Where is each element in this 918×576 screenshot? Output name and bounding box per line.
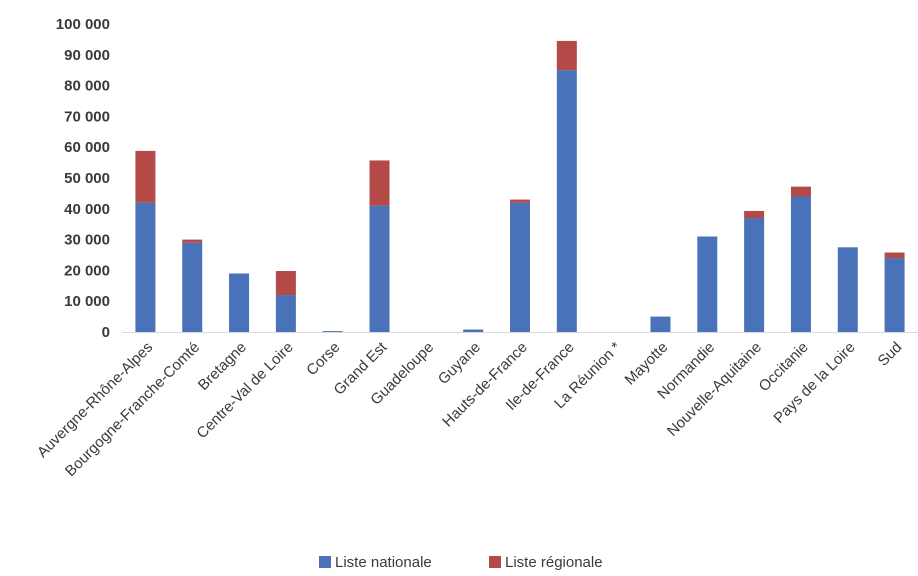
bar-liste-nationale <box>510 202 530 332</box>
bars <box>135 40 905 332</box>
x-tick-label: Hauts-de-France <box>439 339 531 431</box>
y-tick-label: 40 000 <box>64 201 110 218</box>
bar-liste-regionale <box>369 160 390 206</box>
bar-liste-nationale <box>182 242 203 332</box>
legend-swatch <box>489 556 501 568</box>
x-tick-label: Pays de la Loire <box>771 339 859 427</box>
y-tick-label: 70 000 <box>64 108 110 125</box>
legend-label: Liste nationale <box>335 554 432 571</box>
y-tick-label: 80 000 <box>64 78 110 95</box>
x-axis: Auvergne-Rhône-AlpesBourgogne-Franche-Co… <box>34 332 918 480</box>
legend: Liste nationale Liste régionale <box>319 554 603 571</box>
y-tick-label: 0 <box>102 324 110 341</box>
bar-liste-regionale <box>556 40 577 71</box>
bar-liste-nationale <box>463 329 484 332</box>
y-tick-label: 30 000 <box>64 232 110 249</box>
y-tick-label: 10 000 <box>64 293 110 310</box>
bar-liste-regionale <box>135 150 156 203</box>
bar-liste-nationale <box>697 236 718 332</box>
bar-liste-regionale <box>884 252 905 259</box>
y-axis: 0 10 000 20 000 30 000 40 000 50 000 60 000 70 … <box>56 16 110 341</box>
bar-liste-nationale <box>790 196 811 332</box>
bar-liste-nationale <box>322 331 343 332</box>
y-tick-label: 60 000 <box>64 139 110 156</box>
bar-liste-nationale <box>556 70 577 332</box>
bar-liste-nationale <box>650 316 671 332</box>
bar-liste-nationale <box>369 205 390 332</box>
bar-liste-nationale <box>135 202 156 332</box>
legend-label: Liste régionale <box>505 554 603 571</box>
bar-liste-nationale <box>884 258 905 332</box>
bar-liste-regionale <box>790 186 811 197</box>
x-tick-label: Sud <box>875 339 906 370</box>
bar-liste-regionale <box>744 210 765 219</box>
bar-liste-regionale <box>182 239 203 243</box>
legend-swatch <box>319 556 331 568</box>
x-tick-label: Corse <box>303 339 343 379</box>
y-tick-label: 20 000 <box>64 262 110 279</box>
y-tick-label: 90 000 <box>64 47 110 64</box>
y-tick-label: 50 000 <box>64 170 110 187</box>
y-tick-label: 100 000 <box>56 16 110 33</box>
bar-liste-regionale <box>510 199 530 203</box>
bar-liste-nationale <box>229 273 250 332</box>
bar-liste-nationale <box>275 295 296 332</box>
bar-liste-nationale <box>837 247 858 332</box>
bar-liste-regionale <box>275 271 296 296</box>
bar-liste-nationale <box>744 218 765 332</box>
